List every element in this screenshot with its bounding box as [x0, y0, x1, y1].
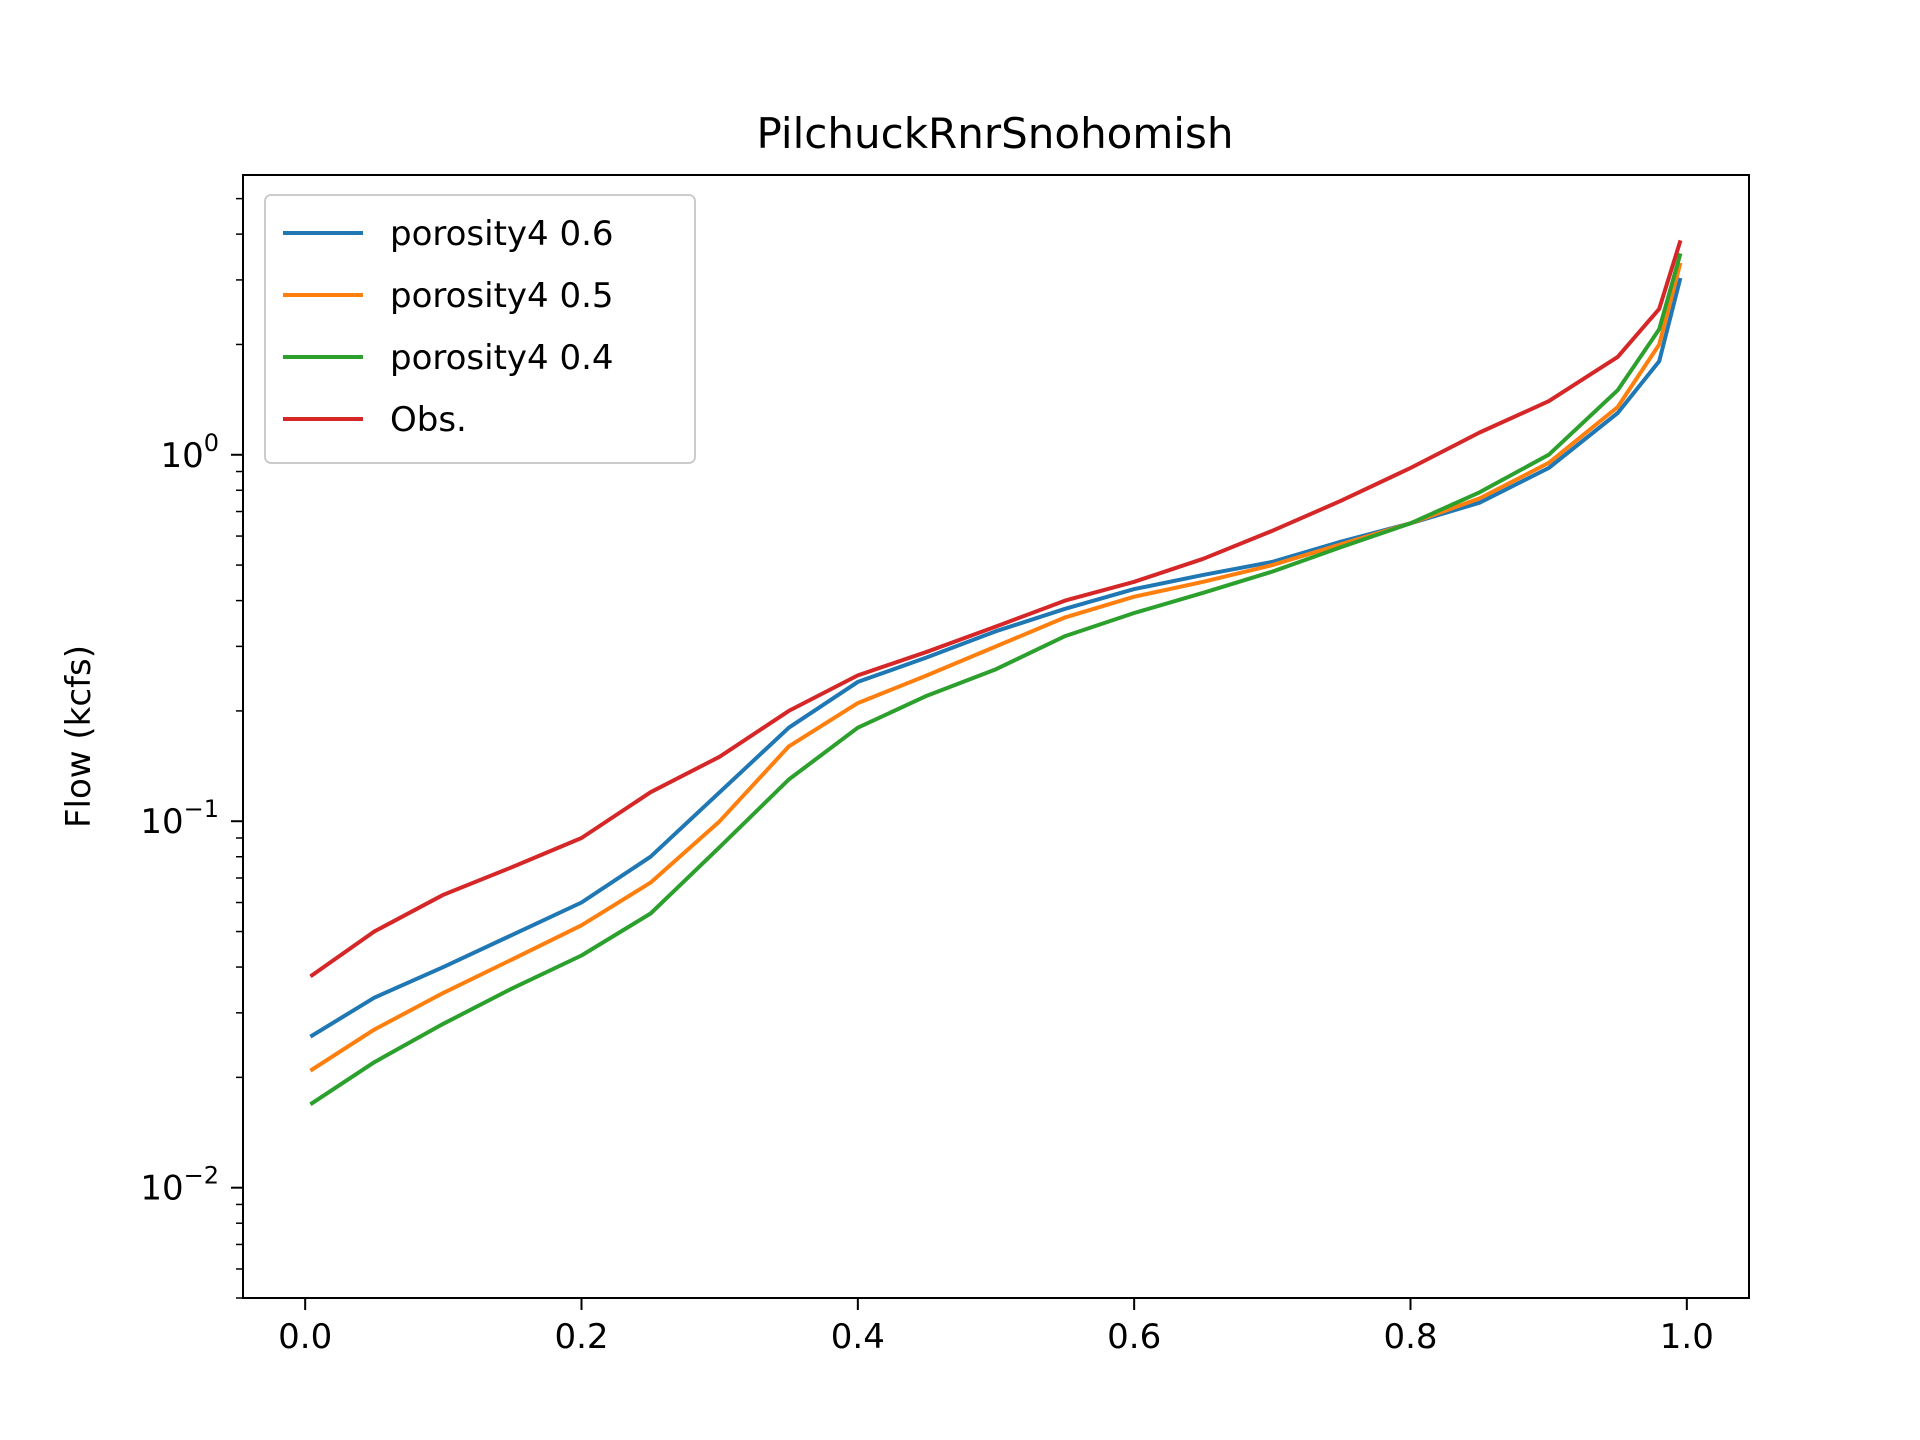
x-axis: 0.0 0.2 0.4 0.6 0.8 1.0	[278, 1298, 1714, 1357]
legend-label: porosity4 0.5	[390, 276, 614, 316]
x-tick-label: 0.8	[1383, 1317, 1437, 1357]
x-tick-label: 1.0	[1660, 1317, 1714, 1357]
legend-label: porosity4 0.6	[390, 214, 614, 254]
series-line-2	[309, 252, 1683, 1106]
series-line-1	[309, 262, 1683, 1073]
y-tick-exponent: 0	[204, 429, 219, 457]
y-tick-exponent: −1	[184, 795, 219, 823]
y-tick-label: 10−2	[140, 1162, 219, 1209]
y-tick-label: 100	[160, 429, 219, 476]
y-tick-label: 10−1	[140, 795, 219, 842]
y-tick-base: 10	[140, 802, 183, 842]
legend-label: porosity4 0.4	[390, 338, 614, 378]
plot-lines	[309, 239, 1683, 1106]
x-tick-label: 0.6	[1107, 1317, 1161, 1357]
chart-title: PilchuckRnrSnohomish	[757, 109, 1234, 158]
x-tick-label: 0.0	[278, 1317, 332, 1357]
series-line-0	[309, 277, 1683, 1039]
x-tick-label: 0.2	[554, 1317, 608, 1357]
y-tick-base: 10	[160, 436, 203, 476]
legend-label: Obs.	[390, 400, 467, 440]
y-tick-exponent: −2	[184, 1162, 219, 1190]
series-line-3	[309, 239, 1683, 978]
legend: porosity4 0.6 porosity4 0.5 porosity4 0.4 O…	[264, 194, 696, 464]
axes-frame	[242, 174, 1750, 1299]
x-tick-label: 0.4	[831, 1317, 885, 1357]
y-axis-label: Flow (kcfs)	[59, 645, 99, 828]
y-tick-base: 10	[140, 1169, 183, 1209]
legend-box	[264, 194, 696, 464]
